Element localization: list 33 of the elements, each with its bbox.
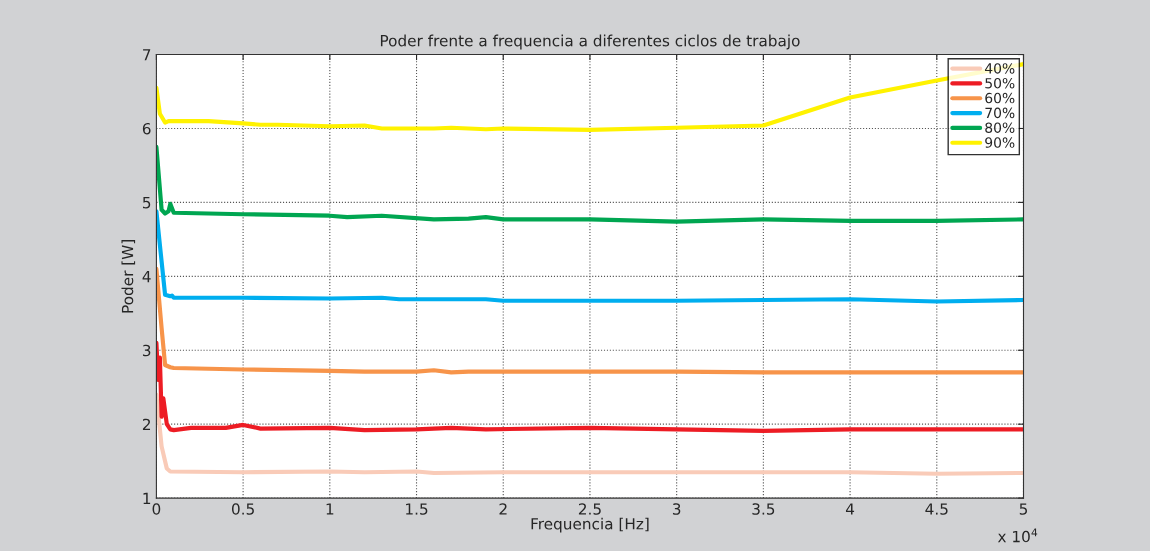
- x-tick-label: 4.5: [925, 503, 948, 515]
- x-tick-label: 3.5: [752, 503, 775, 515]
- x-tick-label: 2.5: [578, 503, 601, 515]
- line-series: [156, 340, 1024, 433]
- y-tick-label: 7: [143, 49, 151, 61]
- y-tick-label: 3: [142, 344, 151, 357]
- x-tick-label: 3: [672, 503, 681, 515]
- y-tick-label: 6: [142, 122, 151, 135]
- x-axis-title: Frequencia [Hz]: [531, 517, 649, 533]
- x-tick-label: 5: [1019, 503, 1028, 515]
- x-tick-label: 1.5: [406, 503, 428, 515]
- line-series: [156, 62, 1024, 133]
- y-axis-title: Poder [W]: [121, 240, 136, 313]
- x-tick-label: 4: [845, 503, 855, 515]
- line-series: [156, 209, 1024, 304]
- text: x 10$^{4}$: [997, 528, 1038, 543]
- x-tick-label: 0.5: [231, 503, 254, 515]
- x-tick-label: 0: [152, 503, 161, 515]
- x-tick-label: 2: [499, 503, 507, 515]
- legend-label: 80%: [985, 122, 1015, 133]
- chart-title: Poder frente a frequencia a diferentes ciclos de trabajo: [380, 34, 800, 50]
- y-tick-label: 5: [143, 197, 151, 209]
- line-series: [156, 266, 1024, 375]
- y-tick-label: 1: [143, 492, 151, 504]
- legend-label: 50%: [985, 77, 1015, 89]
- x-tick-label: 1: [326, 503, 334, 515]
- line-series: [156, 392, 1024, 476]
- y-tick-label: 2: [142, 418, 151, 430]
- legend-label: 60%: [985, 92, 1015, 104]
- legend-label: 90%: [985, 137, 1015, 148]
- legend-label: 40%: [984, 63, 1015, 74]
- y-tick-label: 4: [142, 270, 151, 283]
- legend-label: 70%: [985, 107, 1015, 119]
